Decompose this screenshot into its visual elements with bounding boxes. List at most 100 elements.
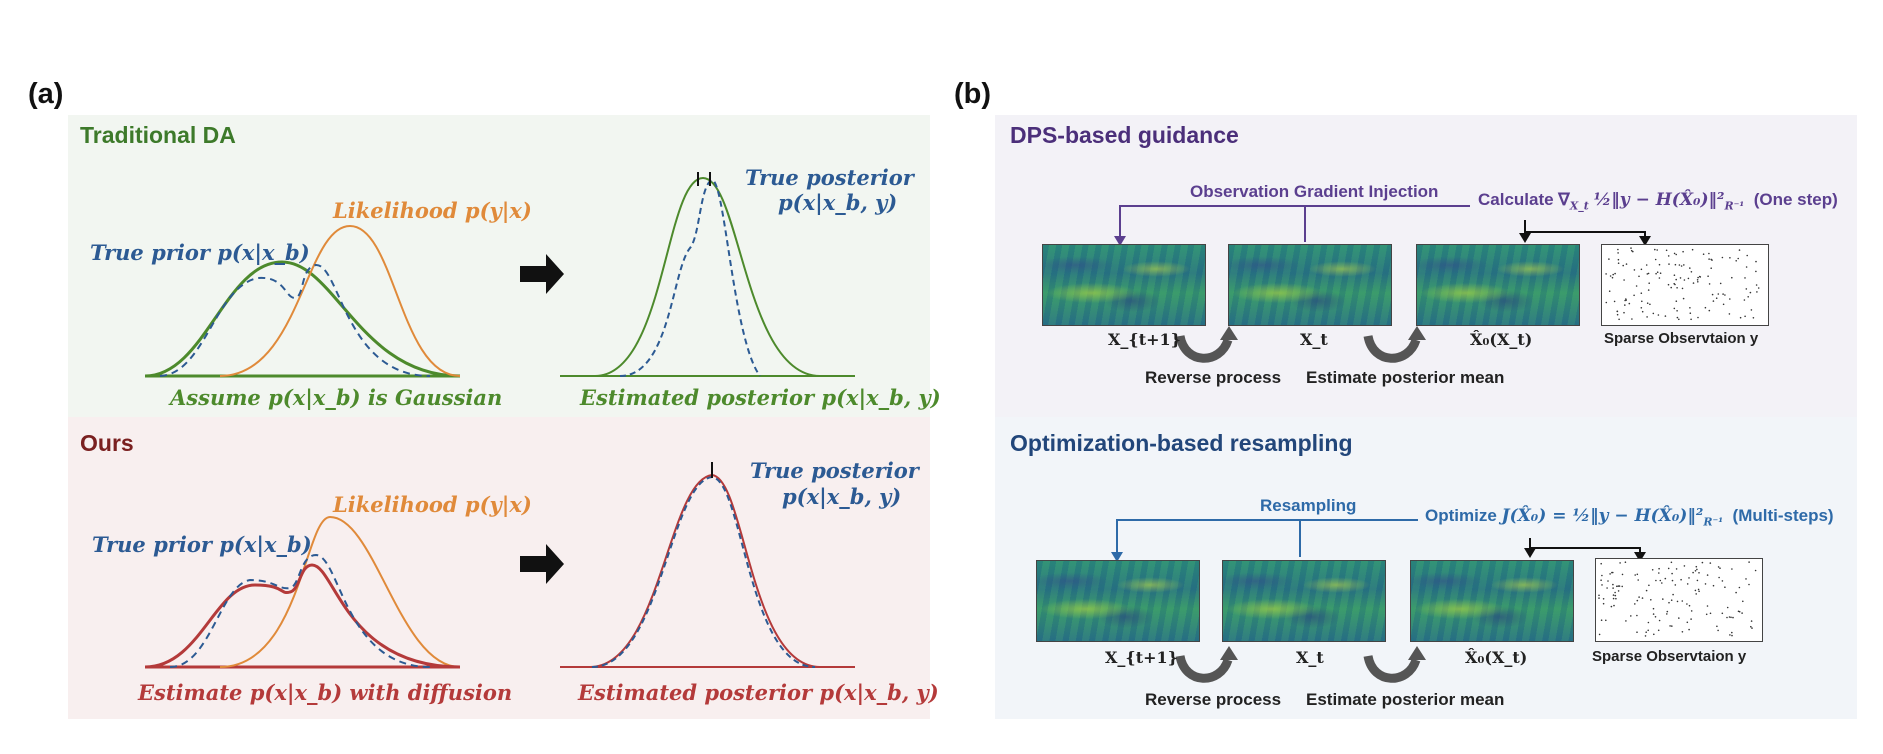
obs-dot	[1605, 301, 1608, 304]
obs-dot	[1621, 585, 1623, 588]
obs-dot	[1615, 597, 1617, 600]
obs-dot	[1652, 312, 1655, 315]
obs-dot	[1602, 602, 1605, 605]
obs-dot	[1701, 561, 1704, 564]
obs-dot	[1690, 318, 1692, 321]
arrow-down-icon	[1524, 548, 1536, 558]
obs-dot	[1637, 579, 1639, 581]
ours-true-posterior-label-2: p(x|x_b, y)	[782, 484, 902, 509]
obs-dot	[1600, 619, 1603, 621]
obs-dot	[1748, 583, 1750, 586]
obs-dot	[1711, 259, 1713, 261]
obs-dot	[1711, 293, 1714, 296]
obs-dot	[1611, 276, 1614, 279]
trad-true-prior	[159, 263, 431, 377]
obs-dot	[1647, 289, 1650, 291]
ours-likelihood	[219, 515, 461, 668]
obs-dot	[1708, 252, 1710, 255]
obs-dot	[1741, 612, 1743, 614]
obs-dot	[1652, 607, 1655, 610]
obs-dot	[1674, 263, 1677, 266]
ours-true-posterior-label-1: True posterior	[750, 458, 919, 483]
ours-likelihood-label: Likelihood p(y|x)	[333, 492, 532, 517]
obs-dot	[1656, 271, 1659, 274]
obs-dot	[1617, 248, 1619, 251]
obs-dot	[1719, 282, 1722, 285]
obs-dot	[1600, 562, 1602, 565]
obs-dot	[1686, 583, 1689, 585]
obs-dot	[1625, 298, 1627, 300]
obs-dot	[1624, 561, 1627, 563]
traditional-da-box	[68, 115, 930, 417]
obs-dot	[1709, 562, 1712, 564]
obs-dot	[1617, 590, 1620, 592]
obs-dot	[1697, 281, 1699, 283]
obs-dot	[1676, 316, 1679, 319]
panel-b-label: (b)	[954, 78, 992, 110]
obs-dot	[1648, 584, 1650, 587]
obs-dot	[1696, 579, 1699, 582]
obs-dot	[1688, 577, 1690, 579]
obs-dot	[1609, 573, 1611, 575]
obs-dot	[1617, 258, 1620, 261]
obs-dot	[1649, 303, 1651, 306]
obs-dot	[1697, 276, 1699, 279]
arrow-right-icon	[520, 544, 564, 584]
obs-dot	[1697, 588, 1700, 591]
opt-label-sparse: Sparse Observtaion y	[1592, 648, 1747, 665]
obs-dot	[1640, 292, 1643, 295]
obs-dot	[1648, 282, 1650, 285]
obs-dot	[1666, 613, 1668, 615]
obs-dot	[1658, 572, 1660, 574]
obs-dot	[1756, 291, 1758, 293]
obs-dot	[1610, 605, 1613, 608]
obs-dot	[1708, 309, 1711, 312]
obs-dot	[1657, 314, 1660, 316]
obs-dot	[1635, 285, 1638, 287]
obs-dot	[1678, 264, 1681, 266]
obs-dot	[1659, 579, 1662, 582]
obs-dot	[1708, 258, 1710, 260]
obs-dot	[1616, 313, 1619, 316]
obs-dot	[1688, 604, 1691, 607]
obs-dot	[1608, 290, 1611, 293]
dps-label-x0hat: X̂₀(X_t)	[1470, 330, 1533, 349]
obs-dot	[1659, 272, 1662, 275]
obs-dot	[1675, 568, 1678, 570]
arrow-right-icon	[520, 254, 564, 294]
dps-label-sparse: Sparse Observtaion y	[1604, 330, 1759, 347]
obs-dot	[1730, 616, 1732, 619]
obs-dot	[1638, 275, 1640, 278]
obs-dot	[1717, 293, 1720, 295]
obs-dot	[1636, 614, 1638, 617]
obs-dot	[1742, 600, 1744, 603]
obs-dot	[1650, 599, 1652, 601]
obs-dot	[1696, 279, 1699, 281]
obs-dot	[1633, 294, 1635, 297]
obs-dot	[1706, 574, 1709, 576]
obs-dot	[1724, 586, 1726, 588]
obs-dot	[1749, 291, 1752, 294]
obs-dot	[1682, 297, 1685, 300]
obs-dot	[1625, 620, 1627, 622]
obs-dot	[1613, 604, 1615, 607]
obs-dot	[1731, 568, 1733, 570]
obs-dot	[1636, 599, 1639, 602]
map-x0-hat	[1410, 560, 1574, 642]
map-sparse-obs	[1595, 558, 1763, 642]
arrow-down-icon	[1519, 233, 1531, 243]
obs-dot	[1690, 271, 1693, 273]
obs-dot	[1609, 275, 1612, 277]
dps-injection-label: Observation Gradient Injection	[1190, 182, 1439, 201]
obs-dot	[1654, 248, 1656, 251]
obs-dot	[1612, 597, 1615, 600]
obs-dot	[1686, 603, 1688, 605]
obs-dot	[1735, 260, 1737, 262]
obs-dot	[1654, 258, 1657, 261]
opt-label-xt: X_t	[1296, 648, 1324, 667]
obs-dot	[1704, 306, 1707, 309]
obs-dot	[1679, 277, 1682, 279]
obs-dot	[1731, 634, 1733, 637]
obs-dot	[1708, 283, 1711, 285]
dps-label-xt: X_t	[1300, 330, 1328, 349]
